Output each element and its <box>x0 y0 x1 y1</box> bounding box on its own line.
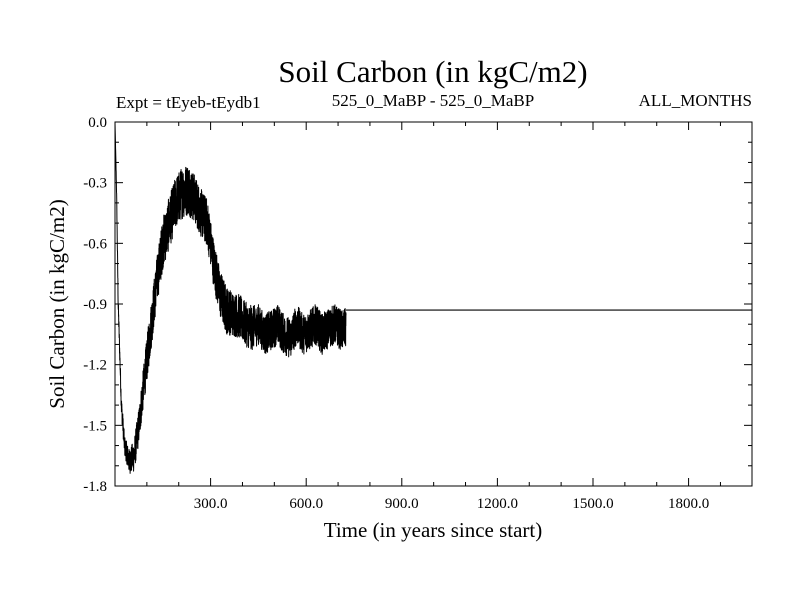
chart-subtitle-left: Expt = tEyeb-tEydb1 <box>116 93 261 112</box>
x-tick-label: 1500.0 <box>572 496 613 512</box>
x-tick-label: 900.0 <box>385 496 419 512</box>
x-tick-label: 600.0 <box>289 496 323 512</box>
y-tick-label: -0.3 <box>83 176 107 192</box>
y-tick-label: -1.2 <box>83 358 107 374</box>
y-tick-label: -0.6 <box>83 236 107 252</box>
plot-area: 300.0 600.0 900.0 1200.0 1500.0 1800.0 0.0 -0.3… <box>83 115 752 512</box>
x-tick-label: 300.0 <box>194 496 228 512</box>
chart-subtitle-center: 525_0_MaBP - 525_0_MaBP <box>332 91 534 110</box>
y-tick-label: 0.0 <box>88 115 107 131</box>
x-tick-label: 1200.0 <box>477 496 518 512</box>
chart-title: Soil Carbon (in kgC/m2) <box>278 54 587 89</box>
y-tick-label: -0.9 <box>83 297 107 313</box>
chart-subtitle-right: ALL_MONTHS <box>639 91 752 110</box>
y-axis-label: Soil Carbon (in kgC/m2) <box>45 199 69 408</box>
y-tick-label: -1.5 <box>83 418 107 434</box>
x-axis-label: Time (in years since start) <box>324 518 543 542</box>
series-line-noisy <box>114 121 347 474</box>
plot-frame <box>114 121 753 487</box>
x-tick-label: 1800.0 <box>668 496 709 512</box>
y-tick-label: -1.8 <box>83 479 107 495</box>
